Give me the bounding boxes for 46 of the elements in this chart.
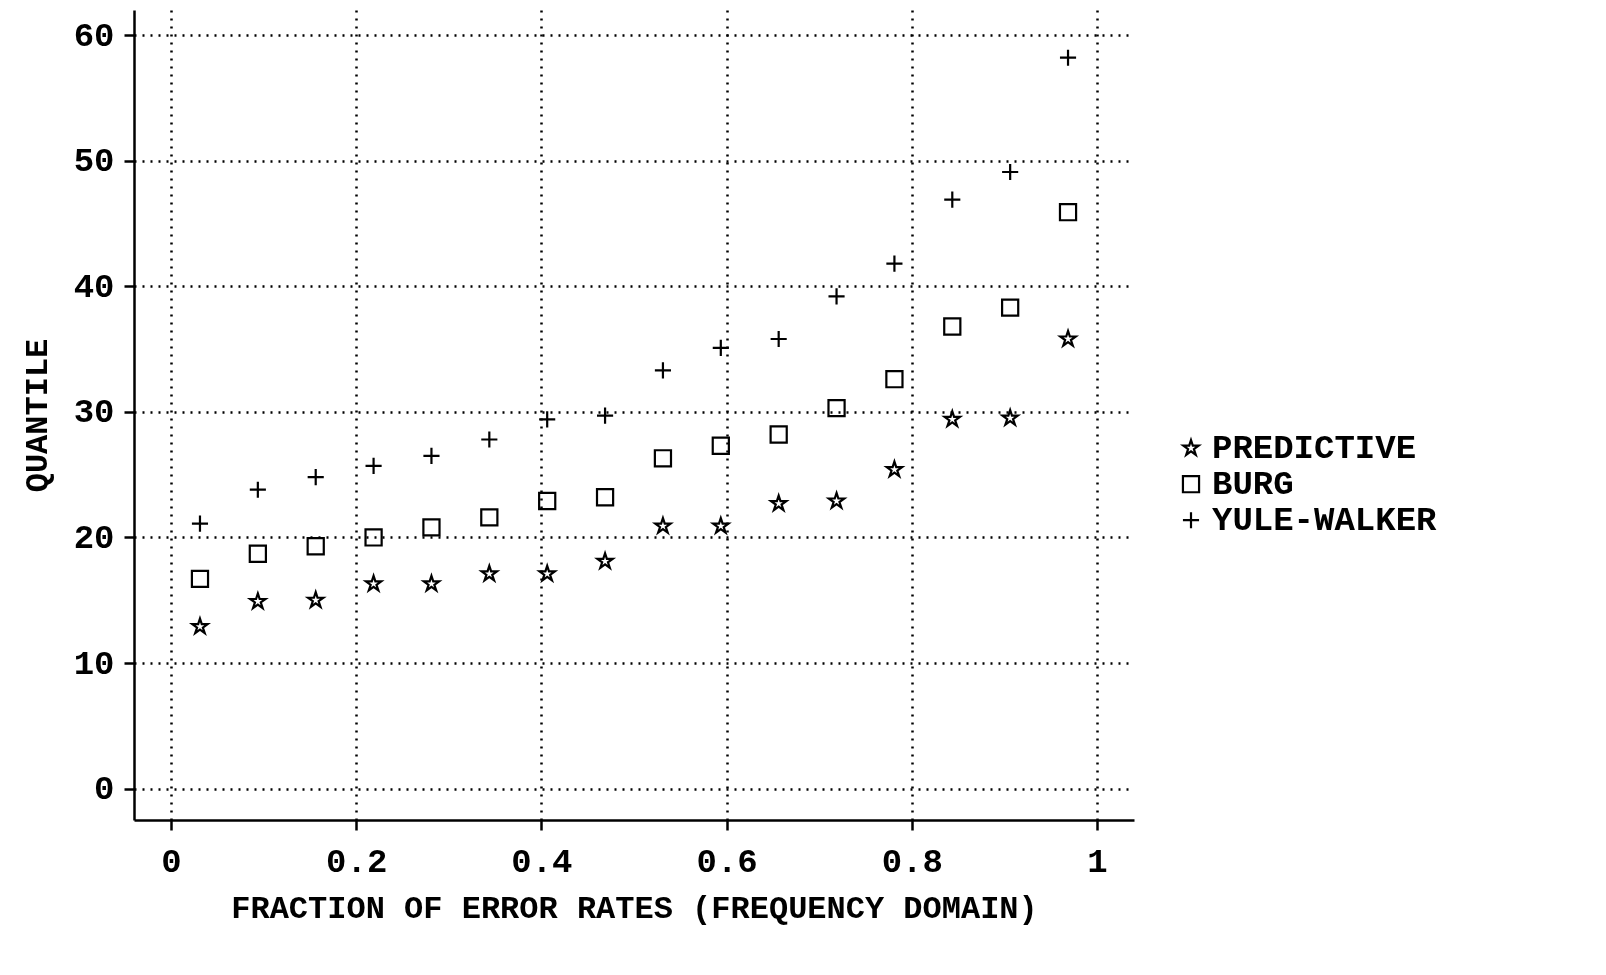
point [885, 370, 904, 389]
point [827, 398, 846, 418]
y-tick-label: 30 [73, 394, 115, 433]
x-tick-label: 0.8 [881, 843, 943, 882]
point [306, 537, 325, 556]
point [538, 491, 557, 511]
point [248, 544, 268, 563]
point [1001, 298, 1020, 317]
point [711, 436, 730, 455]
point [943, 317, 962, 336]
point [190, 569, 210, 589]
point [595, 488, 615, 507]
point [767, 492, 790, 513]
point [420, 572, 443, 594]
y-tick-label: 60 [73, 17, 115, 56]
point [480, 508, 499, 527]
point [422, 518, 441, 537]
y-tick-label: 10 [73, 645, 115, 684]
y-axis-title: QUANTILE [19, 338, 57, 493]
point [769, 425, 788, 444]
legend-label: BURG [1212, 466, 1294, 505]
legend-label: YULE-WALKER [1212, 502, 1438, 541]
point [536, 562, 558, 584]
point [364, 528, 383, 547]
y-tick-label: 0 [94, 771, 115, 810]
point [653, 449, 673, 468]
legend-label: PREDICTIVE [1212, 430, 1417, 469]
point [362, 572, 385, 594]
point [652, 514, 674, 536]
point [1057, 327, 1079, 349]
point [825, 489, 848, 511]
point [883, 458, 906, 479]
y-tick-label: 20 [73, 519, 115, 558]
x-axis-title: FRACTION OF ERROR RATES (FREQUENCY DOMAIN) [231, 890, 1038, 928]
point [999, 406, 1021, 428]
x-tick-label: 1 [1087, 843, 1108, 882]
x-tick-label: 0.4 [511, 843, 573, 882]
x-tick-label: 0.6 [696, 843, 758, 882]
x-tick-label: 0 [161, 843, 182, 882]
point [1058, 203, 1078, 222]
x-tick-label: 0.2 [326, 843, 388, 882]
y-tick-label: 40 [73, 268, 115, 307]
point [710, 514, 732, 536]
point [941, 408, 964, 429]
y-tick-label: 50 [73, 143, 115, 182]
point [478, 562, 501, 584]
